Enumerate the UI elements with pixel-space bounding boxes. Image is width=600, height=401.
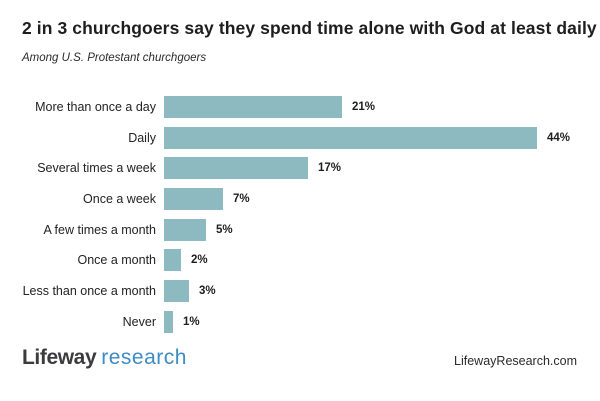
value-label: 3% — [199, 285, 216, 298]
value-label: 21% — [352, 101, 376, 113]
value-label: 2% — [191, 254, 208, 267]
logo-brand-text: Lifeway — [22, 346, 97, 369]
category-label: A few times a month — [43, 222, 156, 237]
category-label: More than once a day — [35, 100, 156, 114]
bar-row: Daily 44% — [0, 126, 600, 149]
bar-row: Several times a week 17% — [0, 157, 600, 180]
value-label: 5% — [216, 223, 233, 236]
bar — [164, 96, 342, 118]
bar-row: Once a month 2% — [0, 249, 600, 272]
category-label: Daily — [128, 130, 156, 145]
lifeway-research-logo: Lifeway research — [22, 346, 187, 370]
category-label: Never — [122, 314, 156, 329]
bar — [164, 249, 181, 272]
bar-row: Less than once a month 3% — [0, 280, 600, 303]
value-label: 17% — [318, 162, 342, 175]
chart-subtitle: Among U.S. Protestant churchgoers — [22, 52, 207, 64]
bar — [164, 310, 173, 333]
bar — [164, 126, 537, 149]
bar-row: A few times a month 5% — [0, 218, 600, 241]
bar-row: Never 1% — [0, 310, 600, 333]
bar-chart: More than once a day 21% Daily 44% Several t… — [0, 96, 600, 342]
category-label: Less than once a month — [22, 284, 156, 299]
bar — [164, 188, 223, 211]
category-label: Several times a week — [37, 161, 156, 176]
bar-row: Once a week 7% — [0, 188, 600, 211]
logo-sub-text: research — [101, 346, 187, 369]
bar — [164, 280, 189, 303]
value-label: 7% — [233, 193, 250, 206]
bar-row: More than once a day 21% — [0, 96, 600, 118]
value-label: 44% — [547, 131, 571, 144]
website-text: LifewayResearch.com — [454, 354, 577, 368]
category-label: Once a month — [77, 253, 156, 268]
bar — [164, 157, 308, 180]
value-label: 1% — [183, 315, 200, 328]
chart-title: 2 in 3 churchgoers say they spend time a… — [22, 18, 597, 38]
category-label: Once a week — [83, 192, 156, 207]
bar — [164, 218, 206, 241]
